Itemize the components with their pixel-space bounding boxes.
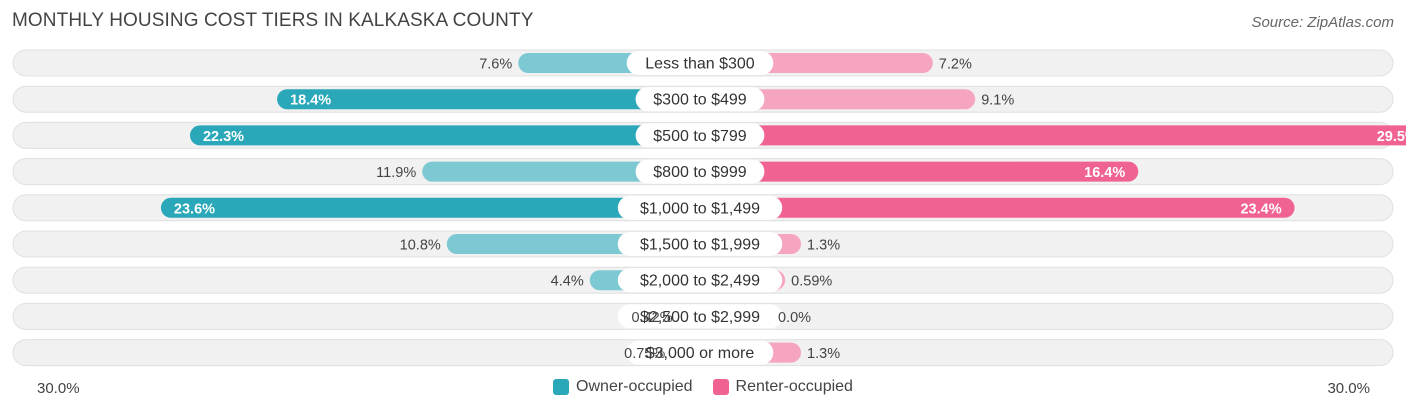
category-label: $300 to $499 xyxy=(653,92,747,109)
category-label: $2,000 to $2,499 xyxy=(640,273,760,290)
chart-title: MONTHLY HOUSING COST TIERS IN KALKASKA C… xyxy=(12,10,534,31)
owner-value-label: 10.8% xyxy=(400,238,441,254)
category-label: $800 to $999 xyxy=(653,164,747,181)
owner-bar xyxy=(422,161,700,182)
owner-value-label: 0.75% xyxy=(624,346,665,362)
owner-bar xyxy=(189,125,700,146)
renter-value-label: 0.0% xyxy=(778,310,811,326)
legend-item-owner: Owner-occupied xyxy=(553,378,693,396)
renter-value-label: 9.1% xyxy=(981,93,1014,109)
axis-right-label: 30.0% xyxy=(1327,380,1370,397)
renter-value-label: 0.59% xyxy=(791,274,832,290)
housing-cost-chart: Less than $300 7.6% 7.2% $300 to $499 18.4% 9… xyxy=(12,49,1406,367)
category-pill xyxy=(617,195,783,220)
renter-value-label: 16.4% xyxy=(1084,165,1125,181)
category-pill xyxy=(635,159,765,184)
renter-value-label: 23.4% xyxy=(1240,201,1281,217)
renter-bar xyxy=(700,89,976,110)
category-pill xyxy=(617,304,783,329)
category-label: Less than $300 xyxy=(645,56,755,73)
owner-value-label: 22.3% xyxy=(203,129,244,145)
legend-swatch-owner xyxy=(553,379,570,395)
renter-bar xyxy=(700,161,1139,182)
legend-label-renter: Renter-occupied xyxy=(735,378,853,395)
renter-bar xyxy=(700,125,1406,146)
category-label: $3,000 or more xyxy=(646,345,755,362)
renter-value-label: 1.3% xyxy=(807,346,840,362)
owner-bar xyxy=(160,197,700,218)
legend-swatch-renter xyxy=(712,379,729,395)
category-pill xyxy=(617,268,783,293)
owner-value-label: 18.4% xyxy=(290,93,331,109)
owner-value-label: 0.42% xyxy=(631,310,672,326)
owner-value-label: 4.4% xyxy=(551,274,584,290)
renter-value-label: 1.3% xyxy=(807,238,840,254)
legend-item-renter: Renter-occupied xyxy=(712,378,853,396)
owner-value-label: 7.6% xyxy=(479,57,512,73)
category-pill xyxy=(626,51,774,75)
owner-value-label: 23.6% xyxy=(174,201,215,217)
category-pill xyxy=(635,87,765,112)
renter-value-label: 29.5% xyxy=(1377,129,1406,145)
owner-bar xyxy=(277,89,700,110)
category-label: $1,500 to $1,999 xyxy=(640,237,760,254)
source-note: Source: ZipAtlas.com xyxy=(1251,14,1394,31)
renter-bar xyxy=(700,197,1295,218)
axis-left-label: 30.0% xyxy=(37,380,80,397)
legend-label-owner: Owner-occupied xyxy=(576,378,693,395)
renter-value-label: 7.2% xyxy=(939,57,972,73)
owner-value-label: 11.9% xyxy=(376,165,416,181)
category-pill xyxy=(635,123,765,148)
category-label: $1,000 to $1,499 xyxy=(640,200,760,217)
category-pill xyxy=(617,232,783,256)
category-pill xyxy=(626,340,774,365)
legend: Owner-occupied Renter-occupied xyxy=(0,378,1406,396)
category-label: $2,500 to $2,999 xyxy=(640,309,760,326)
category-label: $500 to $799 xyxy=(653,128,747,145)
